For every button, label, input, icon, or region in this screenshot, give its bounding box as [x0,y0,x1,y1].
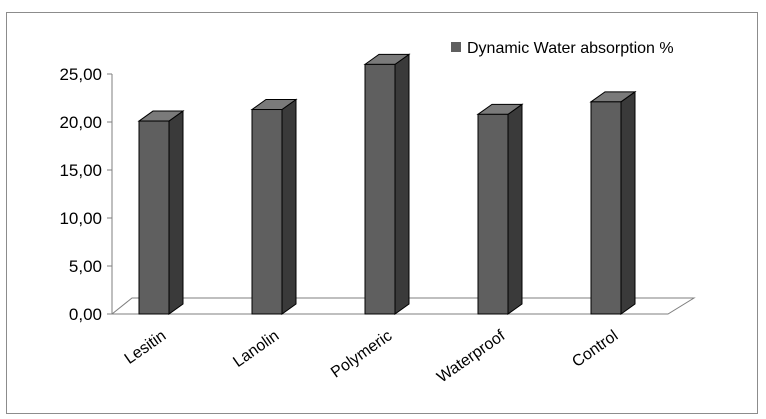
y-tick-label: 0,00 [69,305,102,324]
x-tick-label: Lesitin [122,327,170,367]
bar-lanolin [250,98,298,315]
x-tick-label: Waterproof [434,327,509,386]
bar-front [364,63,396,315]
bars [137,53,637,315]
bar-front [477,113,509,315]
bar-side [620,90,636,315]
y-tick-label: 25,00 [59,65,102,84]
bar-waterproof [476,103,524,315]
x-axis-labels: Lesitin Lanolin Polymeric Waterproof Control [122,327,622,386]
bar-side [168,110,184,315]
x-tick-label: Lanolin [230,327,282,371]
bar-lesitin [137,110,185,315]
bar-side [281,98,297,315]
y-axis: 0,00 5,00 10,00 15,00 20,00 25,00 [59,65,113,324]
bar-front [590,101,622,315]
bar-side [394,53,410,315]
y-tick-label: 20,00 [59,113,102,132]
x-tick-label: Control [569,327,621,371]
y-tick-label: 10,00 [59,209,102,228]
bar-control [589,90,637,315]
legend-swatch [451,42,461,52]
legend: Dynamic Water absorption % [451,40,674,57]
y-tick-label: 15,00 [59,161,102,180]
bar-side [507,103,523,315]
x-tick-label: Polymeric [328,327,395,381]
legend-label: Dynamic Water absorption % [467,40,674,57]
y-tick-label: 5,00 [69,257,102,276]
bar-front [251,109,283,315]
bar-polymeric [363,53,411,315]
bar-front [138,120,170,315]
